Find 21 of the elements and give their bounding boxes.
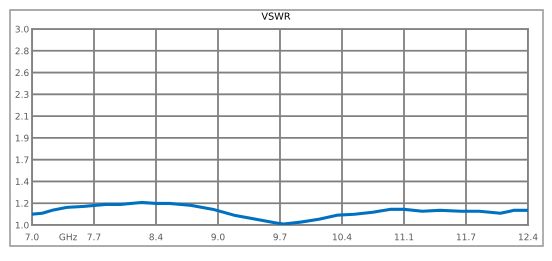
y-tick-label: 1.2 <box>16 200 28 207</box>
x-tick-label: 8.4 <box>149 233 163 240</box>
chart-title: VSWR <box>261 12 290 20</box>
x-tick-label: 10.4 <box>332 233 352 240</box>
x-tick-label: 12.4 <box>518 233 538 240</box>
x-tick-label: 11.1 <box>394 234 414 240</box>
x-tick-label: 7.7 <box>88 234 100 240</box>
y-tick-label: 1.9 <box>16 134 29 142</box>
y-tick-label: 1.0 <box>16 222 29 229</box>
y-tick-label: 1.7 <box>16 156 28 164</box>
x-tick-label: 11.7 <box>456 234 476 240</box>
x-axis-title: GHz <box>59 233 77 240</box>
y-tick-label: 2.3 <box>16 91 28 98</box>
y-tick-label: 3.0 <box>16 26 29 33</box>
y-tick-label: 1.4 <box>16 178 29 185</box>
x-tick-label: 7.0 <box>26 233 39 240</box>
y-tick-label: 2.8 <box>16 48 29 54</box>
x-tick-label: 9.0 <box>211 233 225 240</box>
y-tick-label: 2.1 <box>16 112 28 120</box>
y-tick-label: 2.6 <box>16 69 29 76</box>
x-tick-label: 9.7 <box>273 233 286 240</box>
